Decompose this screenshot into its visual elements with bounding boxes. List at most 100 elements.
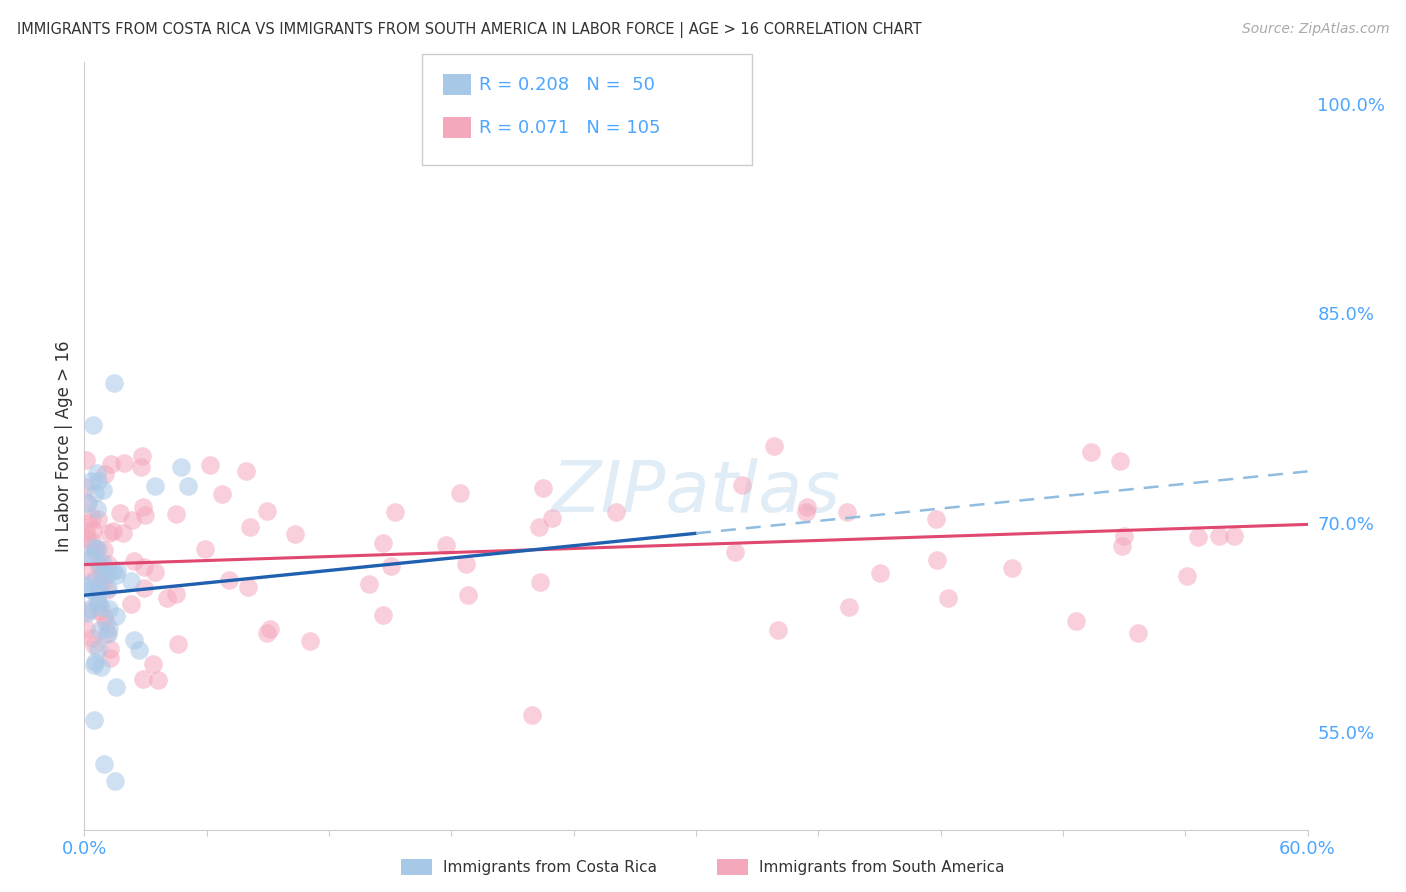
Point [77, 604, 100, 618]
Point [80, 576, 103, 591]
Point [75, 622, 97, 636]
Point [211, 487, 233, 501]
Point [132, 672, 155, 686]
Point [83, 573, 105, 587]
Point [838, 600, 860, 615]
Point [96, 582, 118, 597]
Point [75, 563, 97, 577]
Point [91, 556, 114, 570]
Point [97, 557, 120, 571]
Point [98, 650, 121, 665]
Point [938, 591, 960, 605]
Point [98, 642, 121, 657]
Point [131, 459, 153, 474]
Point [128, 643, 150, 657]
Point [93, 467, 115, 481]
Point [83, 713, 105, 727]
Point [531, 481, 554, 495]
Point [1222, 528, 1244, 542]
Point [100, 457, 122, 471]
Point [111, 525, 134, 540]
Point [122, 554, 145, 568]
Point [120, 574, 142, 588]
Point [89, 624, 111, 638]
Point [156, 591, 179, 605]
Point [75, 525, 97, 540]
Point [79, 474, 101, 488]
Point [1114, 529, 1136, 543]
Point [256, 626, 278, 640]
Point [724, 544, 747, 558]
Point [132, 500, 155, 515]
Point [76, 496, 98, 510]
Point [132, 559, 155, 574]
Point [541, 511, 564, 525]
Point [104, 680, 127, 694]
Point [87, 559, 110, 574]
Point [80, 582, 103, 597]
Point [83, 540, 105, 554]
Point [359, 577, 381, 591]
Point [87, 596, 110, 610]
Text: Source: ZipAtlas.com: Source: ZipAtlas.com [1241, 22, 1389, 37]
Point [1080, 444, 1102, 458]
Point [925, 512, 948, 526]
Point [93, 543, 115, 558]
Point [112, 456, 135, 470]
Point [76, 607, 98, 621]
Point [131, 449, 153, 463]
Point [449, 485, 471, 500]
Point [83, 657, 105, 672]
Point [170, 459, 193, 474]
Point [120, 597, 142, 611]
Point [97, 621, 120, 635]
Point [94, 616, 117, 631]
Point [96, 566, 118, 581]
Point [122, 632, 145, 647]
Point [194, 541, 217, 556]
Text: Immigrants from South America: Immigrants from South America [759, 860, 1005, 874]
Point [371, 536, 394, 550]
Point [235, 464, 257, 478]
Text: Immigrants from Costa Rica: Immigrants from Costa Rica [443, 860, 657, 874]
Point [105, 608, 128, 623]
Point [256, 504, 278, 518]
Point [97, 627, 120, 641]
Point [86, 512, 108, 526]
Point [457, 588, 479, 602]
Point [284, 527, 307, 541]
Point [86, 466, 108, 480]
Point [96, 625, 118, 640]
Point [103, 376, 125, 391]
Point [132, 581, 155, 595]
Point [104, 773, 127, 788]
Point [527, 520, 550, 534]
Point [384, 505, 406, 519]
Point [77, 516, 100, 531]
Point [142, 657, 165, 671]
Point [90, 660, 112, 674]
Point [91, 566, 114, 580]
Point [80, 511, 103, 525]
Point [93, 757, 115, 772]
Point [97, 581, 120, 595]
Point [529, 575, 551, 590]
Point [75, 453, 97, 467]
Point [146, 673, 169, 687]
Point [1001, 561, 1024, 575]
Point [239, 520, 262, 534]
Point [1128, 626, 1150, 640]
Point [218, 573, 240, 587]
Point [89, 604, 111, 618]
Point [371, 607, 394, 622]
Text: IMMIGRANTS FROM COSTA RICA VS IMMIGRANTS FROM SOUTH AMERICA IN LABOR FORCE | AGE: IMMIGRANTS FROM COSTA RICA VS IMMIGRANTS… [17, 22, 921, 38]
Point [165, 507, 187, 521]
Point [134, 508, 156, 522]
Point [1208, 529, 1230, 543]
Point [87, 642, 110, 657]
Point [259, 622, 281, 636]
Point [520, 708, 543, 723]
Point [93, 609, 115, 624]
Point [762, 439, 785, 453]
Point [1187, 530, 1209, 544]
